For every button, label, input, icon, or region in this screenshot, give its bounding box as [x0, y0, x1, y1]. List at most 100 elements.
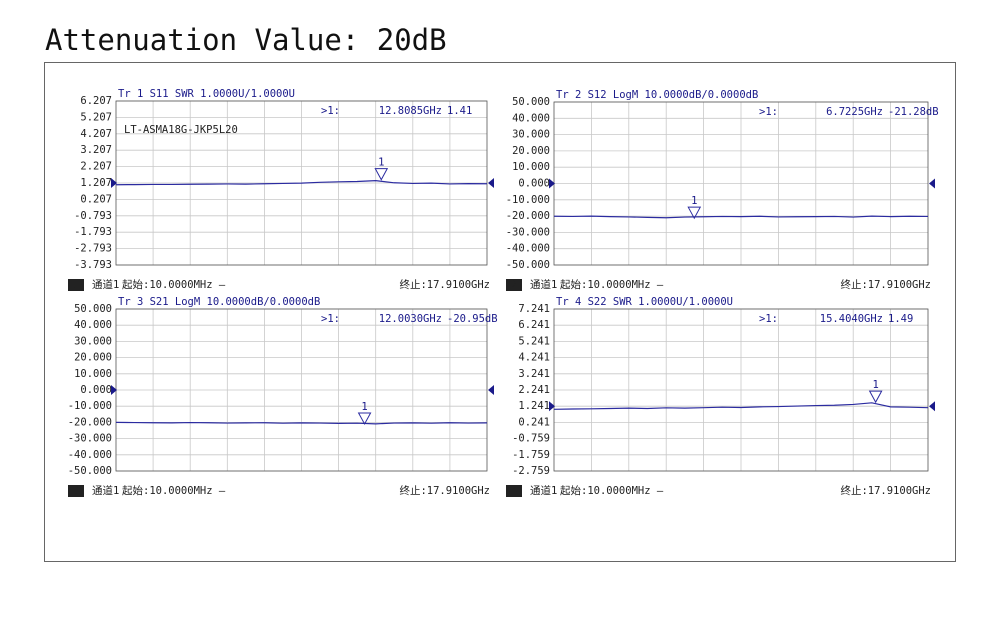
y-tick-label: 10.000 [512, 161, 550, 173]
marker-triangle [357, 412, 372, 425]
y-tick-label: -40.000 [68, 449, 112, 461]
marker-triangle [374, 168, 389, 181]
reference-arrow-right [929, 178, 935, 189]
marker-value: 1.41 [447, 105, 472, 117]
channel-label: 通道1 [92, 278, 119, 291]
frame [44, 62, 956, 562]
y-tick-label: 1.241 [518, 400, 550, 412]
y-tick-label: -10.000 [68, 400, 112, 412]
y-tick-label: 30.000 [74, 335, 112, 347]
reference-arrow-left [549, 401, 555, 412]
page-title: Attenuation Value: 20dB [45, 23, 447, 57]
channel-badge [506, 279, 522, 291]
marker-frequency: 6.7225GHz [826, 106, 883, 118]
y-tick-label: 6.207 [80, 95, 112, 107]
y-tick-label: 50.000 [74, 303, 112, 315]
y-tick-label: -1.759 [512, 449, 550, 461]
start-frequency: 起始:10.0000MHz — [122, 278, 226, 291]
marker-triangle [687, 206, 702, 220]
channel-label: 通道1 [530, 278, 557, 291]
y-tick-label: -20.000 [68, 416, 112, 428]
plot-border [553, 308, 929, 472]
trace [115, 180, 488, 186]
channel-badge [68, 279, 84, 291]
trace [115, 421, 488, 425]
reference-arrow-left [111, 178, 117, 188]
y-tick-label: -2.793 [74, 243, 112, 255]
marker-number: 1 [691, 195, 697, 207]
reference-arrow-right [929, 401, 935, 412]
y-tick-label: -30.000 [506, 226, 550, 238]
reference-arrow-left [111, 385, 117, 395]
channel-badge-text: 4 [511, 485, 517, 497]
stop-frequency: 终止:17.9100GHz [840, 484, 931, 497]
stop-frequency: 终止:17.9100GHz [399, 484, 490, 497]
y-tick-label: -0.759 [512, 433, 550, 445]
channel-label: 通道1 [530, 484, 557, 497]
y-tick-label: 3.207 [80, 144, 112, 156]
reference-arrow-right [488, 178, 494, 188]
channel-badge [68, 485, 84, 497]
y-tick-label: 6.241 [518, 319, 550, 331]
marker-readout: >1: [321, 105, 340, 117]
y-tick-label: 10.000 [74, 368, 112, 380]
y-tick-label: -1.793 [74, 226, 112, 238]
channel-badge-text: 1 [73, 279, 79, 291]
marker-readout: >1: [759, 106, 778, 118]
trace-header: Tr 2 S12 LogM 10.0000dB/0.0000dB [556, 89, 758, 101]
y-tick-label: 0.207 [80, 193, 112, 205]
y-tick-label: -10.000 [506, 194, 550, 206]
channel-badge [506, 485, 522, 497]
y-tick-label: -0.793 [74, 210, 112, 222]
stop-frequency: 终止:17.9100GHz [840, 278, 931, 291]
marker-number: 1 [361, 401, 367, 413]
y-tick-label: -3.793 [74, 259, 112, 271]
marker-value: -20.95dB [447, 313, 498, 325]
y-tick-label: 40.000 [74, 319, 112, 331]
y-tick-label: 40.000 [512, 112, 550, 124]
trace [553, 402, 929, 410]
trace-header: Tr 3 S21 LogM 10.0000dB/0.0000dB [118, 296, 320, 308]
y-tick-label: 20.000 [74, 352, 112, 364]
marker-frequency: 12.8085GHz [379, 105, 442, 117]
y-tick-label: 20.000 [512, 145, 550, 157]
y-tick-label: 1.207 [80, 177, 112, 189]
annotation: LT-ASMA18G-JKP5L20 [124, 124, 238, 136]
marker-frequency: 12.0030GHz [379, 313, 442, 325]
y-tick-label: 7.241 [518, 303, 550, 315]
start-frequency: 起始:10.0000MHz — [560, 484, 664, 497]
stop-frequency: 终止:17.9100GHz [399, 278, 490, 291]
marker-triangle [868, 390, 883, 404]
y-tick-label: 30.000 [512, 129, 550, 141]
trace-header: Tr 1 S11 SWR 1.0000U/1.0000U [118, 88, 295, 100]
start-frequency: 起始:10.0000MHz — [560, 278, 664, 291]
y-tick-label: -50.000 [506, 259, 550, 271]
y-tick-label: 4.207 [80, 128, 112, 140]
y-tick-label: 2.207 [80, 161, 112, 173]
reference-arrow-left [549, 178, 555, 189]
start-frequency: 起始:10.0000MHz — [122, 484, 226, 497]
marker-frequency: 15.4040GHz [820, 313, 883, 325]
channel-badge-text: 3 [73, 485, 79, 497]
y-tick-label: 2.241 [518, 384, 550, 396]
marker-number: 1 [378, 157, 384, 169]
y-tick-label: -40.000 [506, 243, 550, 255]
y-tick-label: 0.241 [518, 416, 550, 428]
y-tick-label: -20.000 [506, 210, 550, 222]
channel-badge-text: 2 [511, 279, 517, 291]
y-tick-label: 5.207 [80, 111, 112, 123]
marker-readout: >1: [321, 313, 340, 325]
reference-arrow-right [488, 385, 494, 395]
y-tick-label: 0.000 [518, 178, 550, 190]
y-tick-label: 3.241 [518, 368, 550, 380]
y-tick-label: 0.000 [80, 384, 112, 396]
y-tick-label: -50.000 [68, 465, 112, 477]
trace [553, 215, 929, 219]
y-tick-label: 5.241 [518, 335, 550, 347]
trace-header: Tr 4 S22 SWR 1.0000U/1.0000U [556, 296, 733, 308]
marker-number: 1 [872, 379, 878, 391]
y-tick-label: 4.241 [518, 352, 550, 364]
channel-label: 通道1 [92, 484, 119, 497]
marker-value: 1.49 [888, 313, 913, 325]
